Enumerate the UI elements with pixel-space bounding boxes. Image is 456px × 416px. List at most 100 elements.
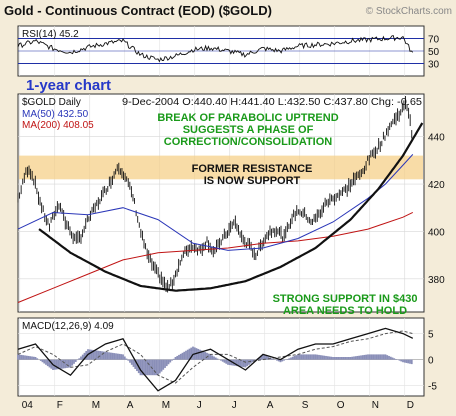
- macd-histogram-bar: [17, 354, 19, 360]
- macd-histogram-bar: [171, 359, 173, 361]
- x-tick-label: F: [57, 400, 63, 411]
- macd-histogram-bar: [153, 359, 156, 376]
- macd-histogram-bar: [199, 349, 201, 360]
- macd-histogram-bar: [43, 359, 46, 364]
- macd-histogram-bar: [78, 358, 81, 360]
- parabolic-uptrend-curve: [38, 122, 424, 292]
- macd-histogram-bar: [50, 359, 53, 369]
- break-annotation-line2: SUGGESTS A PHASE OF: [183, 124, 314, 136]
- macd-histogram-bar: [235, 359, 238, 367]
- macd-histogram-bar: [172, 358, 175, 360]
- macd-histogram-bar: [337, 357, 340, 360]
- macd-histogram-bar: [386, 355, 389, 360]
- macd-histogram-bar: [185, 350, 187, 360]
- macd-histogram-bar: [106, 352, 109, 360]
- symbol-label: $GOLD Daily: [22, 97, 81, 108]
- macd-histogram-bar: [214, 357, 217, 360]
- macd-histogram-bar: [358, 355, 361, 360]
- rsi-tick-label: 70: [428, 35, 440, 46]
- macd-label: MACD(12,26,9) 4.09: [22, 321, 114, 332]
- macd-histogram-bar: [279, 359, 282, 363]
- macd-histogram-bar: [260, 355, 263, 360]
- macd-histogram-bar: [157, 359, 159, 376]
- break-annotation-line1: BREAK OF PARABOLIC UPTREND: [157, 112, 338, 124]
- price-y-tick-label: 400: [428, 227, 445, 238]
- macd-histogram-bar: [24, 355, 26, 360]
- macd-tick-label: 0: [428, 356, 434, 367]
- macd-histogram-bar: [90, 349, 93, 360]
- macd-histogram-bar: [295, 355, 298, 360]
- macd-histogram-bar: [319, 355, 322, 360]
- macd-histogram-bar: [307, 354, 310, 360]
- macd-histogram-bar: [410, 359, 413, 365]
- macd-histogram-bar: [239, 359, 242, 367]
- macd-histogram-bar: [213, 356, 215, 360]
- macd-histogram-bar: [361, 355, 364, 360]
- macd-histogram-bar: [318, 354, 320, 360]
- macd-histogram-bar: [234, 359, 236, 366]
- macd-histogram-bar: [367, 354, 369, 360]
- chart-title: Gold - Continuous Contract (EOD) ($GOLD): [4, 3, 272, 18]
- x-tick-label: S: [302, 400, 309, 411]
- macd-histogram-bar: [190, 347, 193, 360]
- macd-histogram-bar: [200, 350, 203, 360]
- macd-histogram-bar: [283, 359, 285, 361]
- macd-histogram-bar: [20, 354, 23, 360]
- macd-histogram-bar: [69, 359, 72, 368]
- macd-histogram-bar: [356, 355, 359, 360]
- macd-histogram-bar: [374, 354, 376, 360]
- price-panel: [17, 93, 425, 313]
- macd-histogram-bar: [293, 355, 296, 360]
- macd-histogram-bar: [221, 359, 224, 362]
- macd-histogram-bar: [206, 352, 208, 360]
- macd-histogram-bar: [132, 359, 135, 367]
- macd-tick-label: -5: [428, 382, 437, 393]
- x-tick-label: J: [232, 400, 237, 411]
- macd-histogram-bar: [393, 358, 396, 360]
- rsi-tick-label: 50: [428, 47, 440, 58]
- macd-histogram-bar: [92, 349, 95, 360]
- macd-histogram-bar: [41, 359, 44, 363]
- ma200-label: MA(200) 408.05: [22, 120, 94, 131]
- one-year-badge: 1-year chart: [26, 77, 111, 94]
- macd-histogram-bar: [241, 359, 243, 367]
- price-y-tick-label: 420: [428, 180, 445, 191]
- macd-histogram-bar: [228, 359, 231, 366]
- macd-histogram-bar: [262, 354, 264, 360]
- macd-histogram-bar: [46, 359, 49, 367]
- macd-histogram-bar: [388, 355, 390, 360]
- macd-histogram-bar: [113, 353, 116, 360]
- macd-histogram-bar: [244, 359, 247, 368]
- resistance-annotation-line1: FORMER RESISTANCE: [192, 163, 313, 175]
- macd-histogram-bar: [181, 352, 184, 360]
- macd-histogram-bar: [29, 356, 32, 360]
- macd-histogram-bar: [148, 359, 151, 376]
- macd-histogram-bar: [94, 350, 96, 360]
- macd-histogram-bar: [216, 358, 219, 360]
- macd-histogram-bar: [57, 359, 60, 370]
- macd-signal-line: [17, 330, 413, 384]
- annotations: BREAK OF PARABOLIC UPTREND SUGGESTS A PH…: [157, 112, 417, 317]
- macd-histogram-bar: [304, 354, 306, 360]
- macd-histogram-bar: [265, 355, 268, 360]
- x-tick-label: J: [197, 400, 202, 411]
- macd-histogram-bar: [202, 351, 205, 360]
- macd-histogram-bar: [225, 359, 228, 364]
- macd-histogram-bar: [333, 357, 336, 360]
- macd-histogram-bar: [169, 359, 172, 363]
- macd-histogram-bar: [321, 355, 324, 360]
- macd-histogram-bar: [251, 359, 254, 363]
- macd-histogram-bar: [183, 351, 186, 360]
- macd-histogram-bar: [125, 358, 128, 360]
- macd-histogram-bar: [83, 352, 86, 360]
- macd-histogram-bar: [66, 359, 68, 368]
- macd-histogram-bar: [73, 359, 75, 364]
- macd-histogram-bar: [204, 352, 207, 360]
- macd-histogram-bar: [186, 349, 189, 360]
- macd-histogram-bar: [340, 357, 343, 360]
- macd-histogram-bar: [305, 354, 308, 360]
- macd-histogram-bar: [409, 359, 411, 364]
